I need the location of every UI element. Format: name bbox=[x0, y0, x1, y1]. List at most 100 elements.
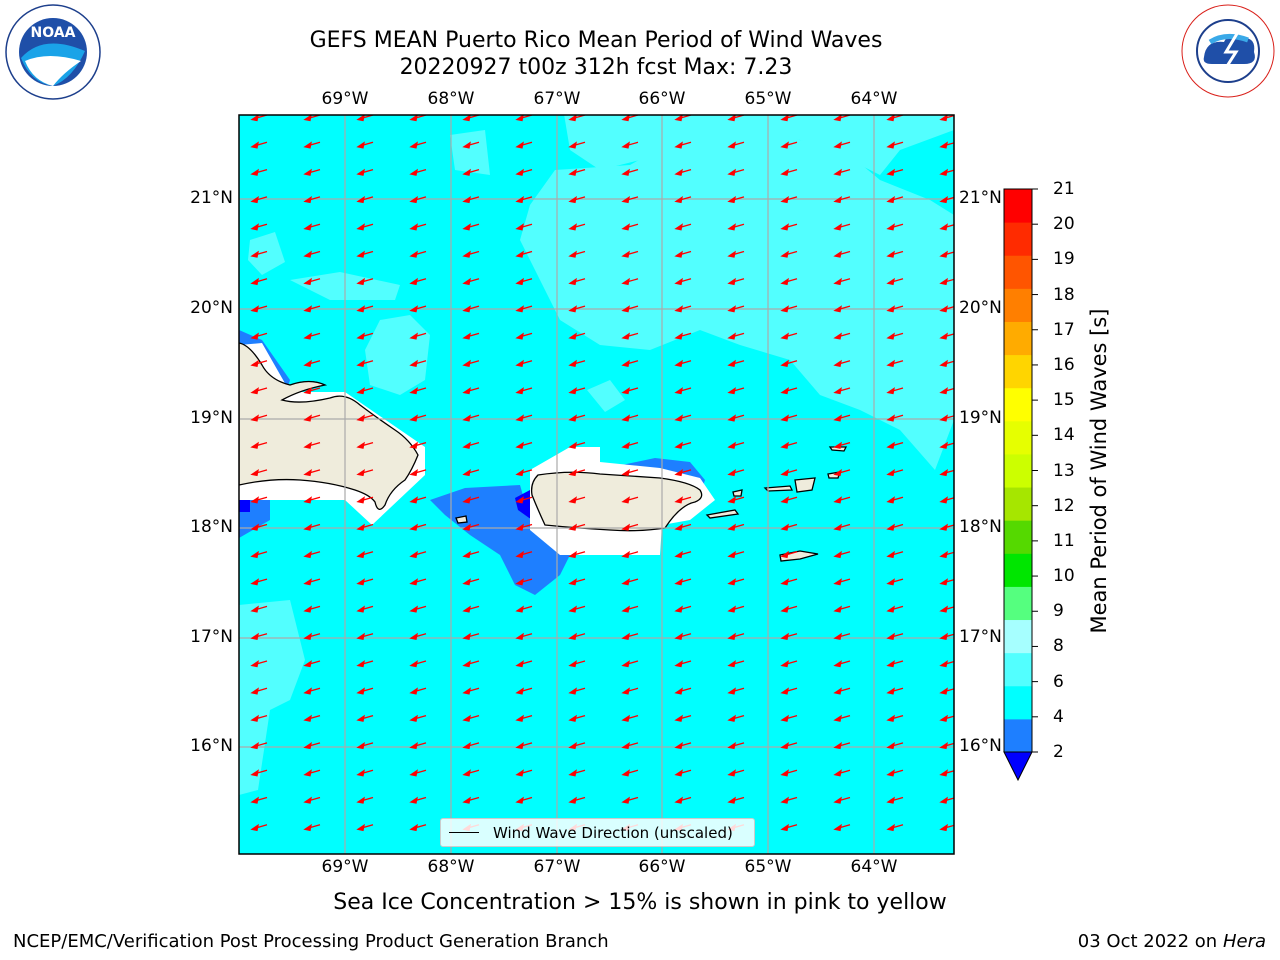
wind-arrow bbox=[727, 141, 745, 149]
lat-label-right: 18°N bbox=[959, 517, 1002, 537]
wind-arrow bbox=[250, 195, 268, 204]
colorbar-tick-label: 15 bbox=[1053, 390, 1075, 411]
footer-date-text: 03 Oct 2022 on bbox=[1077, 931, 1218, 952]
lat-label-left: 20°N bbox=[190, 298, 233, 318]
wind-arrow bbox=[780, 496, 798, 504]
wind-arrow bbox=[462, 769, 480, 777]
wind-arrow bbox=[833, 441, 851, 449]
wind-arrow bbox=[356, 305, 374, 313]
wind-arrow bbox=[621, 359, 639, 367]
wind-arrow bbox=[833, 632, 851, 640]
wind-arrow bbox=[462, 741, 480, 750]
lat-label-right: 17°N bbox=[959, 627, 1002, 647]
wind-arrow bbox=[250, 414, 268, 422]
wind-arrow bbox=[886, 578, 904, 586]
wind-arrow bbox=[727, 387, 745, 395]
wind-arrow bbox=[727, 741, 745, 750]
wind-arrow bbox=[303, 578, 321, 586]
wind-arrow bbox=[833, 578, 851, 586]
wind-arrow bbox=[621, 168, 639, 176]
wind-arrow bbox=[780, 632, 798, 640]
wind-arrow bbox=[886, 632, 904, 640]
wind-arrow bbox=[568, 550, 586, 559]
wind-arrow bbox=[727, 195, 745, 204]
wind-arrow bbox=[833, 359, 851, 367]
wind-arrow bbox=[621, 468, 639, 477]
colorbar-tick-label: 21 bbox=[1053, 179, 1075, 199]
wind-arrow bbox=[621, 632, 639, 640]
wind-arrow bbox=[250, 468, 268, 477]
colorbar-tick-label: 20 bbox=[1053, 214, 1075, 235]
wind-arrow bbox=[462, 687, 480, 695]
colorbar-segment bbox=[1004, 189, 1032, 223]
wind-arrow bbox=[568, 332, 586, 340]
wind-arrow bbox=[462, 277, 480, 286]
wind-arrow bbox=[727, 168, 745, 176]
wind-arrow bbox=[780, 332, 798, 340]
wind-arrow bbox=[621, 141, 639, 149]
wind-arrow bbox=[780, 523, 798, 531]
wind-arrow bbox=[780, 468, 798, 477]
wind-arrow bbox=[780, 741, 798, 750]
wind-arrow bbox=[780, 359, 798, 367]
period-6-8-regions bbox=[239, 115, 954, 795]
chart-subtitle: 20220927 t00z 312h fcst Max: 7.23 bbox=[399, 55, 793, 80]
lon-label-top: 69°W bbox=[321, 89, 369, 109]
lon-label-top: 64°W bbox=[850, 89, 898, 109]
wind-arrow bbox=[303, 687, 321, 695]
wind-arrow bbox=[250, 441, 268, 449]
wind-arrow bbox=[780, 195, 798, 204]
wind-arrow bbox=[621, 250, 639, 258]
wind-arrow bbox=[727, 632, 745, 640]
wind-arrow bbox=[250, 277, 268, 286]
wind-arrow bbox=[674, 550, 692, 559]
wind-arrow bbox=[674, 578, 692, 586]
wind-arrow bbox=[568, 632, 586, 640]
lat-label-left: 17°N bbox=[190, 627, 233, 647]
wind-arrow bbox=[833, 769, 851, 777]
wind-arrow bbox=[356, 332, 374, 340]
wind-arrow bbox=[462, 714, 480, 722]
wind-arrow bbox=[886, 305, 904, 313]
wind-arrow bbox=[462, 523, 480, 531]
wind-arrow bbox=[727, 714, 745, 722]
wind-arrow bbox=[356, 168, 374, 176]
wind-arrow bbox=[303, 769, 321, 777]
wind-arrow bbox=[356, 250, 374, 258]
wind-arrow bbox=[886, 250, 904, 258]
wind-arrow bbox=[727, 414, 745, 422]
wind-arrow bbox=[833, 823, 851, 832]
wind-arrow bbox=[515, 578, 533, 586]
wind-arrow bbox=[303, 141, 321, 149]
colorbar-segment bbox=[1004, 718, 1032, 753]
wind-arrow bbox=[568, 414, 586, 422]
wind-arrow bbox=[250, 168, 268, 176]
colorbar-segment bbox=[1004, 586, 1032, 621]
lat-label-right: 20°N bbox=[959, 298, 1002, 318]
colorbar-segment bbox=[1004, 520, 1032, 554]
colorbar-segment bbox=[1004, 222, 1032, 256]
wind-arrow bbox=[727, 578, 745, 586]
lon-label-bottom: 68°W bbox=[427, 857, 475, 877]
wind-arrow bbox=[727, 496, 745, 504]
wind-arrow bbox=[833, 332, 851, 340]
wind-arrow bbox=[727, 223, 745, 231]
wind-arrow bbox=[515, 605, 533, 613]
wind-arrow bbox=[886, 414, 904, 422]
wind-arrow bbox=[833, 687, 851, 695]
wind-arrow bbox=[568, 141, 586, 149]
wind-arrow bbox=[409, 223, 427, 231]
footer-credit: NCEP/EMC/Verification Post Processing Pr… bbox=[13, 931, 609, 952]
wind-arrow bbox=[462, 359, 480, 367]
wind-arrow bbox=[568, 769, 586, 777]
wind-arrow bbox=[462, 141, 480, 149]
wind-arrow bbox=[356, 223, 374, 231]
wind-arrow bbox=[886, 660, 904, 668]
wind-arrow bbox=[515, 332, 533, 340]
wind-arrow bbox=[727, 769, 745, 777]
wind-arrow bbox=[674, 441, 692, 449]
lon-label-top: 67°W bbox=[533, 89, 581, 109]
wind-arrow bbox=[674, 414, 692, 422]
wind-arrow bbox=[356, 523, 374, 531]
wind-arrow bbox=[674, 796, 692, 804]
